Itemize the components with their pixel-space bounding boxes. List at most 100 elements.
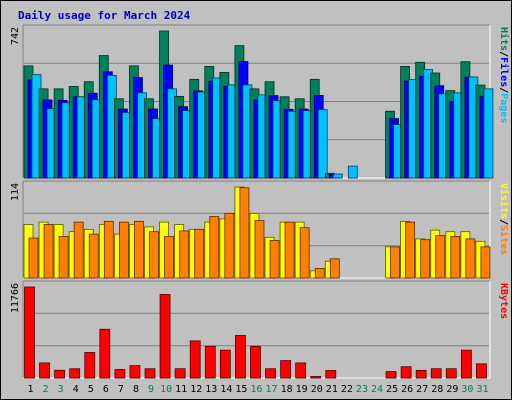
y-max-label: 11766 (10, 283, 21, 313)
legend-item-kbytes: KBytes (498, 283, 509, 319)
bar-kbytes-day-20 (310, 376, 322, 379)
bar-sites-day-17 (269, 240, 280, 279)
x-tick-day-5: 5 (88, 384, 94, 395)
bar-kbytes-day-8 (129, 365, 141, 379)
bar-kbytes-day-13 (204, 345, 216, 379)
bar-sites-day-26 (405, 221, 416, 279)
x-tick-day-22: 22 (341, 384, 353, 395)
y-max-label: 114 (10, 183, 21, 201)
legend-item-sites: Sites (498, 225, 510, 255)
bar-sites-day-5 (88, 233, 99, 279)
legend-item-pages: Pages (498, 93, 509, 123)
panel-visits-sites: 114 Visits/Sites (10, 180, 510, 279)
bar-pages-day-31 (483, 88, 494, 179)
x-tick-day-19: 19 (296, 384, 308, 395)
bar-kbytes-day-4 (69, 368, 81, 379)
bar-sites-day-19 (299, 227, 310, 279)
bar-sites-day-30 (465, 238, 476, 279)
bar-kbytes-day-26 (400, 366, 412, 379)
x-tick-day-10: 10 (160, 384, 172, 395)
x-tick-day-28: 28 (431, 384, 443, 395)
bar-sites-day-21 (329, 258, 340, 279)
x-tick-day-8: 8 (133, 384, 139, 395)
bar-kbytes-day-1 (24, 286, 35, 379)
chart-title: Daily usage for March 2024 (18, 9, 191, 22)
bar-sites-day-6 (103, 220, 114, 279)
x-tick-day-18: 18 (281, 384, 293, 395)
bar-sites-day-9 (149, 231, 159, 279)
bar-sites-day-20 (314, 268, 325, 279)
legend-separator: / (498, 219, 509, 225)
bar-kbytes-day-3 (54, 369, 66, 379)
bar-sites-day-2 (43, 224, 54, 279)
bar-kbytes-day-11 (174, 368, 186, 379)
x-tick-day-12: 12 (190, 384, 202, 395)
bar-kbytes-day-30 (460, 349, 472, 379)
bar-kbytes-day-12 (189, 340, 201, 379)
x-tick-day-1: 1 (28, 384, 34, 395)
bar-kbytes-day-18 (280, 360, 291, 379)
legend-visits-sites: Visits/Sites (498, 183, 510, 255)
bar-sites-day-14 (224, 212, 235, 279)
bar-kbytes-day-25 (385, 371, 397, 379)
panel-hits-files-pages: 742 Hits/Files/Pages (10, 24, 510, 179)
x-tick-day-29: 29 (446, 384, 458, 395)
bar-sites-day-18 (284, 221, 295, 279)
x-tick-day-26: 26 (401, 384, 413, 395)
x-tick-day-31: 31 (476, 384, 488, 395)
x-tick-day-15: 15 (235, 384, 247, 395)
bar-pages-day-22 (347, 165, 358, 179)
bar-kbytes-day-15 (235, 335, 246, 379)
legend-item-visits: Visits (498, 183, 510, 219)
bar-kbytes-day-10 (159, 294, 171, 379)
bar-sites-day-1 (28, 237, 39, 279)
legend-hits-files-pages: Hits/Files/Pages (498, 27, 510, 123)
y-max-label: 742 (10, 27, 21, 45)
bar-sites-day-29 (450, 236, 461, 279)
bar-kbytes-day-9 (144, 368, 156, 379)
bar-sites-day-13 (209, 216, 220, 279)
legend-separator: / (498, 51, 509, 57)
x-tick-day-7: 7 (118, 384, 124, 395)
bar-kbytes-day-19 (295, 362, 307, 379)
legend-kbytes: KBytes (498, 283, 509, 319)
bar-kbytes-day-14 (219, 349, 231, 379)
bar-pages-day-21 (332, 173, 343, 179)
legend-separator: / (498, 87, 509, 93)
bar-sites-day-28 (435, 235, 446, 279)
bar-sites-day-27 (420, 239, 431, 279)
bar-sites-day-3 (58, 236, 69, 279)
bar-sites-day-12 (194, 228, 205, 279)
bar-pages-day-20 (317, 109, 328, 179)
legend-item-hits: Hits (498, 27, 510, 51)
bar-sites-day-10 (164, 236, 174, 279)
bar-sites-day-31 (480, 246, 491, 279)
bar-sites-day-7 (118, 221, 129, 279)
x-tick-day-23: 23 (356, 384, 368, 395)
x-tick-day-14: 14 (220, 384, 232, 395)
x-tick-day-13: 13 (205, 384, 217, 395)
x-tick-day-2: 2 (43, 384, 49, 395)
x-tick-day-24: 24 (371, 384, 383, 395)
bar-kbytes-day-21 (325, 370, 337, 379)
bar-sites-day-15 (239, 187, 250, 279)
panel-kbytes: 11766 KBytes (10, 280, 509, 379)
x-tick-day-4: 4 (73, 384, 79, 395)
bar-kbytes-day-29 (445, 368, 457, 379)
bar-kbytes-day-16 (250, 345, 261, 379)
x-tick-day-6: 6 (103, 384, 109, 395)
x-tick-day-9: 9 (148, 384, 154, 395)
x-tick-day-25: 25 (386, 384, 398, 395)
legend-item-files: Files (498, 57, 510, 87)
bar-kbytes-day-2 (39, 362, 50, 379)
bar-kbytes-day-7 (114, 369, 126, 379)
x-tick-day-30: 30 (461, 384, 473, 395)
bar-kbytes-day-28 (430, 368, 442, 379)
bar-sites-day-4 (73, 221, 84, 279)
x-tick-day-16: 16 (250, 384, 262, 395)
bar-kbytes-day-31 (476, 363, 487, 379)
bar-kbytes-day-6 (99, 328, 111, 379)
